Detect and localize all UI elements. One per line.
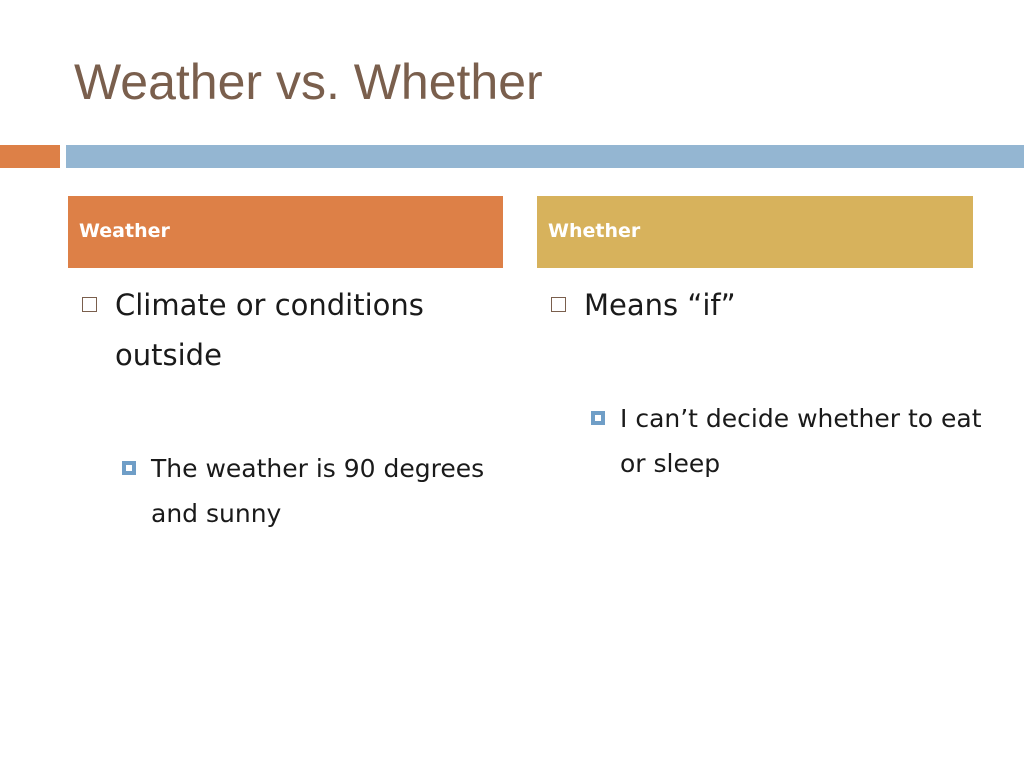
bullet-text: Climate or conditions outside	[115, 288, 424, 372]
bullet-weather-definition: Climate or conditions outside	[82, 280, 502, 380]
framed-square-bullet-icon	[122, 461, 136, 475]
slide-title: Weather vs. Whether	[74, 54, 543, 110]
sub-bullet-text: The weather is 90 degrees and sunny	[151, 454, 485, 528]
column-header-weather: Weather	[68, 196, 503, 268]
sub-bullet-text: I can’t decide whether to eat or sleep	[620, 404, 982, 478]
hollow-square-bullet-icon	[551, 297, 566, 312]
sub-bullet-whether-example: I can’t decide whether to eat or sleep	[591, 396, 991, 486]
bullet-whether-definition: Means “if”	[551, 280, 971, 330]
column-header-whether: Whether	[537, 196, 973, 268]
accent-bar-left	[0, 145, 60, 168]
accent-bar-right	[66, 145, 1024, 168]
hollow-square-bullet-icon	[82, 297, 97, 312]
framed-square-bullet-icon	[591, 411, 605, 425]
bullet-text: Means “if”	[584, 288, 736, 322]
sub-bullet-weather-example: The weather is 90 degrees and sunny	[122, 446, 502, 536]
